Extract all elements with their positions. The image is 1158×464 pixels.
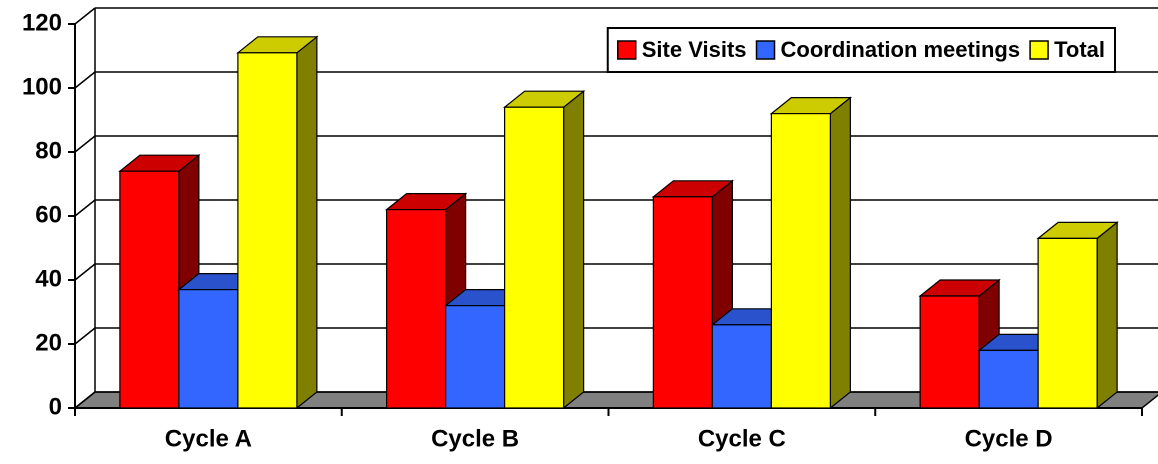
legend-swatch bbox=[755, 40, 776, 60]
grid-line-side bbox=[74, 7, 96, 25]
x-tick-label: Cycle B bbox=[431, 425, 519, 452]
bar-front bbox=[445, 305, 506, 409]
bar bbox=[651, 179, 735, 410]
bar-front bbox=[711, 324, 772, 409]
y-tick-label: 40 bbox=[35, 265, 62, 292]
y-tick-label: 0 bbox=[49, 393, 62, 420]
grid-line-side bbox=[74, 327, 96, 345]
bar-front bbox=[652, 196, 713, 409]
bar-front bbox=[770, 112, 831, 409]
y-tick-label: 80 bbox=[35, 137, 62, 164]
x-tick-label: Cycle C bbox=[698, 425, 786, 452]
legend-label: Coordination meetings bbox=[781, 37, 1021, 62]
bar-front bbox=[978, 349, 1039, 409]
bar bbox=[769, 96, 853, 410]
x-tick-label: Cycle A bbox=[165, 425, 252, 452]
y-tick-label: 100 bbox=[22, 73, 62, 100]
legend-label: Total bbox=[1054, 37, 1105, 62]
bar-front bbox=[386, 209, 447, 409]
bar-front bbox=[504, 106, 565, 409]
legend-label: Site Visits bbox=[642, 37, 747, 62]
grid-line-side bbox=[74, 135, 96, 153]
x-tick-label: Cycle D bbox=[965, 425, 1053, 452]
bar-front bbox=[237, 52, 298, 409]
y-tick-label: 60 bbox=[35, 201, 62, 228]
legend-swatch bbox=[1029, 40, 1049, 60]
bar bbox=[502, 89, 586, 410]
bar-side bbox=[563, 89, 585, 410]
y-tick-label: 20 bbox=[35, 329, 62, 356]
grid-line-side bbox=[74, 391, 96, 409]
bar-side bbox=[1096, 221, 1118, 410]
bar-front bbox=[119, 170, 180, 409]
grid-line-side bbox=[74, 263, 96, 281]
grid-line-side bbox=[74, 199, 96, 217]
bar bbox=[1036, 221, 1119, 410]
bar-side bbox=[296, 35, 318, 410]
bar bbox=[236, 35, 319, 410]
legend: Site Visits Coordination meetings Total bbox=[606, 27, 1116, 73]
y-tick-label: 120 bbox=[22, 9, 62, 36]
bar-side bbox=[829, 96, 851, 410]
bar-front bbox=[919, 295, 980, 409]
legend-swatch bbox=[617, 40, 637, 60]
bar-front bbox=[178, 289, 239, 409]
grid-line-side bbox=[74, 71, 96, 89]
bar-front bbox=[1037, 237, 1098, 409]
